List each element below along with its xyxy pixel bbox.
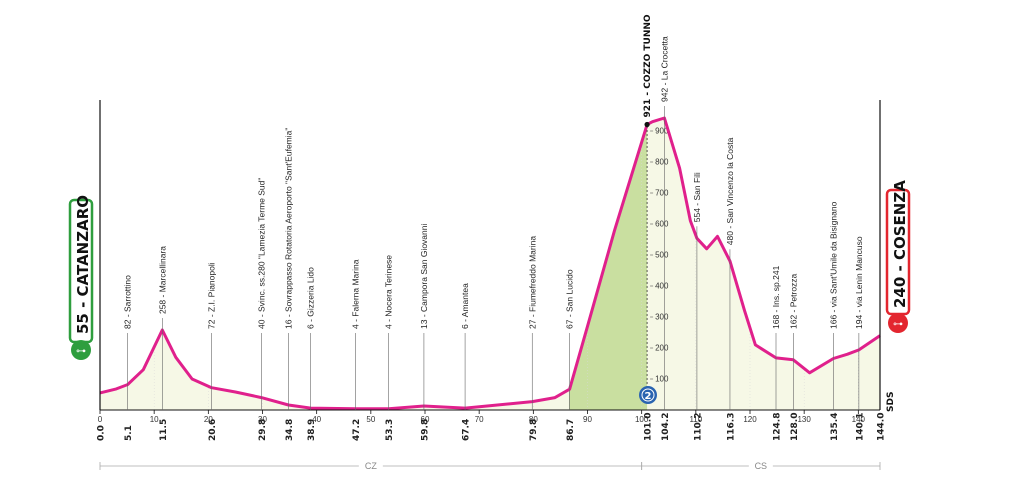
summit-dot xyxy=(644,121,650,128)
finish-km-label: 144.0 xyxy=(877,413,887,441)
x-tick-label: 70 xyxy=(475,415,484,424)
x-tick-label: 10 xyxy=(150,415,159,424)
altitude-tick: 100 xyxy=(655,375,669,384)
waypoint-km-label: 104.2 xyxy=(661,413,671,441)
waypoint-km-label: 53.3 xyxy=(385,419,395,441)
waypoint-label: 194 - via Lenin Mancuso xyxy=(854,236,864,329)
altitude-tick: 300 xyxy=(655,313,669,322)
x-tick-label: 80 xyxy=(529,415,538,424)
region-label-bg xyxy=(358,460,383,472)
x-tick-label: 50 xyxy=(366,415,375,424)
regions: CZ CS xyxy=(99,460,881,472)
waypoint-km-label: 135.4 xyxy=(830,413,840,441)
waypoint-label: 16 - Sovrappasso Rotatoria Aeroporto "Sa… xyxy=(284,128,294,329)
waypoint-label: 166 - via Sant'Umile da Bisignano xyxy=(828,201,838,329)
waypoint-label: 162 - Petrozza xyxy=(788,273,798,329)
waypoint-km-label: 124.8 xyxy=(773,413,783,441)
region-label: CS xyxy=(755,461,768,471)
waypoint-km-label: 29.8 xyxy=(258,419,268,441)
altitude-tick: 900 xyxy=(655,127,669,136)
waypoint-label: 480 - San Vincenzo la Costa xyxy=(725,137,735,245)
waypoint-km-label: 140.1 xyxy=(855,413,865,441)
waypoint-label: 921 - COZZO TUNNO xyxy=(643,14,653,117)
waypoint-label: 4 - Falerna Marina xyxy=(351,259,361,329)
finish-marker: 240 - COSENZA ⊶ xyxy=(885,180,911,333)
waypoint-label: 6 - Gizzeria Lido xyxy=(306,267,316,329)
x-tick-label: 110 xyxy=(689,415,702,424)
start-label: 55 - CATANZARO xyxy=(74,195,92,334)
waypoint-label: 554 - San Fili xyxy=(692,172,702,222)
finish-bike-icon xyxy=(888,313,908,333)
waypoint-label: 27 - Fiumefreddo Marina xyxy=(527,236,537,329)
altitude-tick: 800 xyxy=(655,158,669,167)
waypoint-km-label: 20.6 xyxy=(208,419,218,441)
x-tick-label: 20 xyxy=(204,415,213,424)
waypoint-km-label: 86.7 xyxy=(566,419,576,441)
x-tick-label: 30 xyxy=(258,415,267,424)
waypoint-km-label: 38.9 xyxy=(307,419,317,441)
waypoint-km-label: 110.2 xyxy=(693,413,703,441)
waypoint-label: 40 - Svinc. ss.280 "Lamezia Terme Sud" xyxy=(256,178,266,329)
x-tick-label: 90 xyxy=(583,415,592,424)
altitude-tick: 400 xyxy=(655,282,669,291)
profile-line xyxy=(99,116,881,411)
waypoint-label: 258 - Marcellinara xyxy=(157,246,167,314)
waypoint-km-label: 11.5 xyxy=(159,419,169,441)
waypoint-label: 67 - San Lucido xyxy=(565,269,575,329)
waypoint-km-label: 101.0 xyxy=(644,413,654,441)
climb-area-fill xyxy=(569,124,648,411)
waypoint-label: 6 - Amantea xyxy=(460,283,470,329)
waypoint-label: 72 - Z.I. Pianopoli xyxy=(207,262,217,329)
waypoint-label: 4 - Nocera Terinese xyxy=(384,255,394,329)
waypoint-label: 168 - Ins. sp.241 xyxy=(771,265,781,329)
waypoint-label: 942 - La Crocetta xyxy=(659,36,669,102)
waypoint-km-label: 59.8 xyxy=(420,419,430,441)
svg-text:⊶: ⊶ xyxy=(893,319,903,330)
waypoint-km-label: 67.4 xyxy=(462,419,472,441)
region-label: CZ xyxy=(365,461,377,471)
profile-line-group xyxy=(99,116,881,411)
altitude-tick: 500 xyxy=(655,251,669,260)
altitude-tick: 600 xyxy=(655,220,669,229)
distance-axis: 0 10 20 30 40 50 60 70 80 90 100 110 120 130 140 0.0 144… xyxy=(97,100,887,441)
altitude-tick: 200 xyxy=(655,344,669,353)
waypoint-km-label: 128.0 xyxy=(790,413,800,441)
profile-fill xyxy=(100,118,880,411)
altitude-tick: 700 xyxy=(655,189,669,198)
x-tick-label: 140 xyxy=(852,415,866,424)
x-tick-label: 60 xyxy=(421,415,430,424)
sds-label: SDS xyxy=(886,392,896,412)
x-tick-label: 120 xyxy=(743,415,757,424)
gpm-badge: 2 xyxy=(639,386,657,404)
waypoint-label: 13 - Campora San Giovanni xyxy=(419,224,429,329)
start-marker: 55 - CATANZARO ⊶ xyxy=(68,195,94,360)
x-tick-label: 0 xyxy=(98,415,103,424)
x-tick-label: 130 xyxy=(797,415,811,424)
region-label-bg xyxy=(748,460,773,472)
x-tick-label: 100 xyxy=(635,415,649,424)
profile-area-fill xyxy=(100,118,880,410)
svg-text:⊶: ⊶ xyxy=(76,346,86,357)
altitude-grid: 100 200 300 400 500 600 700 800 900 xyxy=(153,127,859,411)
waypoint-km-label: 116.3 xyxy=(726,413,736,441)
finish-label: 240 - COSENZA xyxy=(891,180,909,308)
x-tick-label: 40 xyxy=(312,415,321,424)
waypoint-km-label: 34.8 xyxy=(285,419,295,441)
start-bike-icon xyxy=(71,340,91,360)
waypoints: 82 - Sarrottino 5.1 258 - Marcellinara 11.5… xyxy=(123,14,866,441)
gpm-badge-number: 2 xyxy=(645,391,652,402)
waypoint-km-label: 47.2 xyxy=(352,419,362,441)
waypoint-km-label: 79.8 xyxy=(529,419,539,441)
waypoint-km-label: 5.1 xyxy=(124,425,134,441)
waypoint-label: 82 - Sarrottino xyxy=(123,275,133,329)
start-km-label: 0.0 xyxy=(97,425,107,441)
